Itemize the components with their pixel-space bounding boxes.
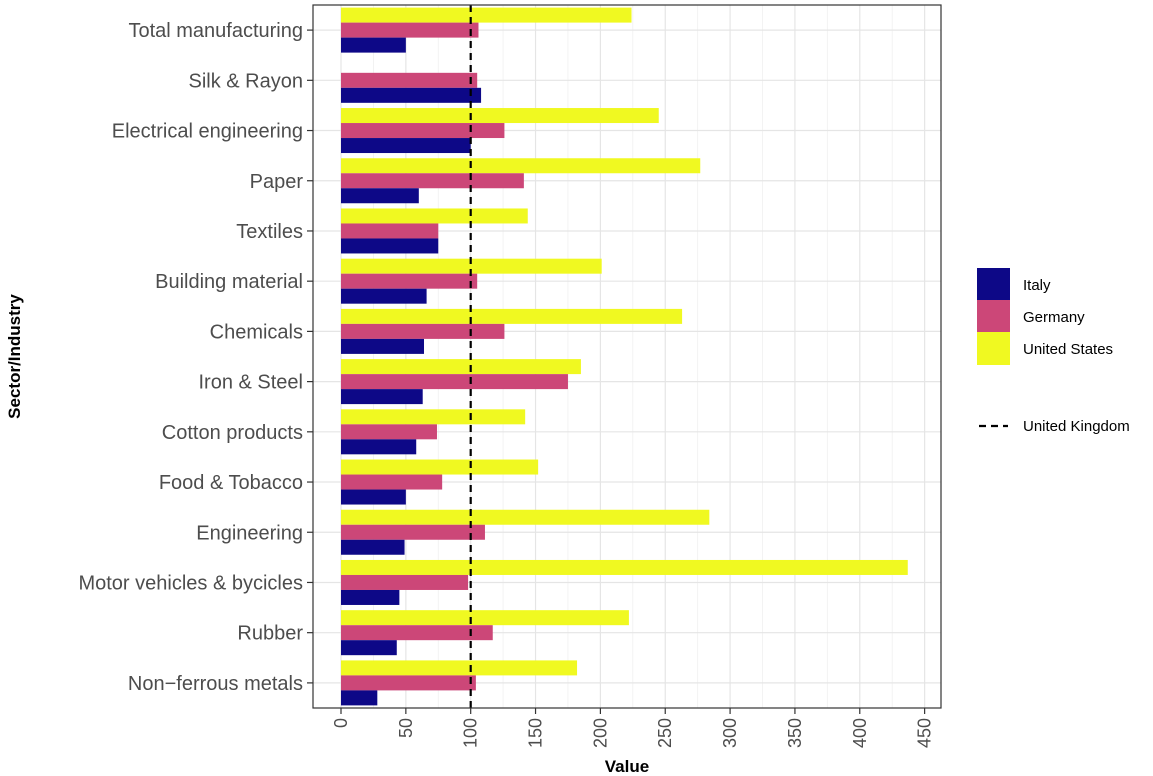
bar-united-states-12 (341, 610, 629, 626)
bar-italy-12 (341, 640, 397, 656)
y-tick-label: Rubber (237, 623, 303, 645)
bar-italy-11 (341, 589, 400, 605)
y-tick-label: Total manufacturing (128, 20, 303, 42)
y-tick-label: Motor vehicles & bycicles (78, 572, 303, 594)
x-axis: 0 50 100 150 200 250 300 350 400 450 (331, 708, 935, 748)
bar-italy-5 (341, 288, 427, 304)
bar-italy-10 (341, 539, 405, 555)
bar-united-states-3 (341, 158, 701, 174)
bar-germany-11 (341, 574, 469, 590)
bar-italy-13 (341, 690, 378, 706)
bar-italy-0 (341, 37, 406, 53)
x-tick-label: 300 (720, 718, 740, 748)
x-tick-label: 0 (331, 718, 351, 728)
x-tick-label: 400 (850, 718, 870, 748)
y-tick-label: Textiles (236, 221, 303, 243)
legend-key-united-states (977, 332, 1010, 365)
bar-germany-0 (341, 22, 479, 38)
bar-italy-4 (341, 238, 439, 254)
y-tick-label: Building material (155, 271, 303, 293)
bar-germany-13 (341, 675, 476, 691)
y-axis-title: Sector/Industry (5, 294, 24, 419)
bar-united-states-9 (341, 459, 539, 475)
bar-germany-7 (341, 374, 568, 390)
legend-key-italy (977, 268, 1010, 301)
y-tick-label: Food & Tobacco (159, 472, 303, 494)
y-tick-label: Iron & Steel (198, 372, 303, 394)
y-tick-label: Cotton products (162, 422, 303, 444)
bar-italy-3 (341, 188, 419, 204)
y-tick-label: Electrical engineering (112, 121, 303, 143)
legend-label: United States (1023, 341, 1113, 358)
legend-label: Italy (1023, 277, 1051, 294)
bar-germany-10 (341, 524, 485, 540)
bar-united-states-2 (341, 108, 659, 124)
x-tick-label: 150 (526, 718, 546, 748)
bars (341, 7, 908, 706)
x-tick-label: 50 (396, 718, 416, 738)
bar-united-states-8 (341, 409, 526, 425)
x-tick-label: 250 (655, 718, 675, 748)
legend-label: Germany (1023, 309, 1085, 326)
y-tick-label: Silk & Rayon (189, 70, 304, 92)
legend: Italy Germany United States United Kingdom (977, 268, 1130, 435)
bar-italy-6 (341, 338, 425, 354)
bar-germany-5 (341, 273, 478, 289)
x-tick-label: 200 (590, 718, 610, 748)
panel-border (312, 4, 942, 709)
bar-italy-2 (341, 138, 471, 154)
x-axis-title: Value (605, 757, 649, 776)
bar-germany-3 (341, 173, 524, 189)
x-tick-label: 350 (785, 718, 805, 748)
bar-united-states-0 (341, 7, 632, 23)
y-tick-label: Non−ferrous metals (128, 673, 303, 695)
bar-germany-4 (341, 223, 439, 239)
bar-united-states-7 (341, 359, 581, 375)
bar-germany-12 (341, 625, 493, 641)
legend-key-germany (977, 300, 1010, 333)
y-tick-label: Engineering (196, 522, 303, 544)
x-tick-label: 450 (915, 718, 935, 748)
legend-label: United Kingdom (1023, 418, 1130, 435)
bar-germany-8 (341, 424, 437, 440)
bar-united-states-4 (341, 208, 528, 224)
bar-italy-7 (341, 389, 423, 405)
y-axis: Total manufacturing Silk & Rayon Electrica… (78, 20, 313, 695)
bar-united-states-11 (341, 559, 908, 575)
bar-germany-6 (341, 323, 505, 339)
bar-united-states-5 (341, 258, 602, 274)
x-tick-label: 100 (461, 718, 481, 748)
bar-germany-9 (341, 474, 443, 490)
bar-germany-1 (341, 72, 478, 88)
bar-united-states-13 (341, 660, 578, 676)
bar-united-states-6 (341, 308, 683, 324)
bar-germany-2 (341, 123, 505, 139)
bar-italy-9 (341, 489, 406, 505)
bar-italy-1 (341, 87, 482, 103)
bar-united-states-10 (341, 509, 710, 525)
y-tick-label: Paper (250, 171, 304, 193)
bar-italy-8 (341, 439, 417, 455)
y-tick-label: Chemicals (210, 321, 303, 343)
